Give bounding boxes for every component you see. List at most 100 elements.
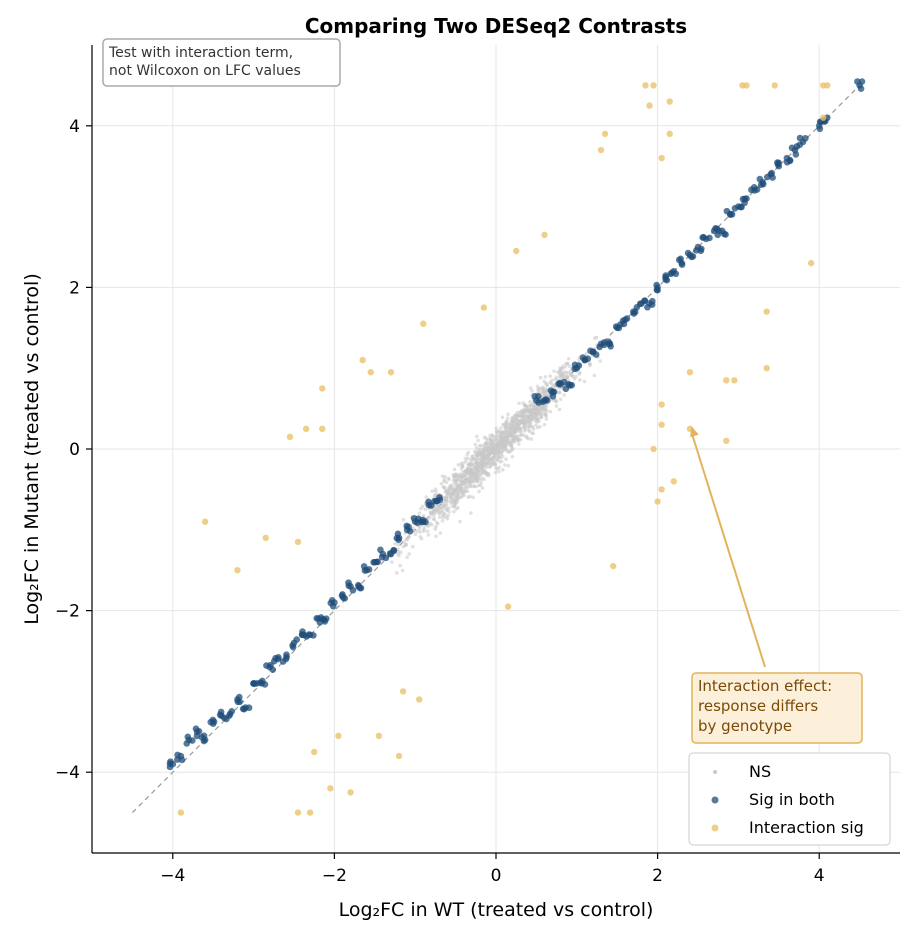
interaction-point (541, 231, 548, 239)
sig-both-point (279, 658, 287, 665)
interaction-point (420, 320, 427, 327)
ns-point (529, 409, 533, 413)
ns-point (506, 412, 510, 417)
ns-point (452, 474, 456, 479)
x-tick-label: −2 (322, 866, 347, 886)
sig-both-point (289, 642, 296, 649)
interaction-point (395, 752, 403, 760)
interaction-points (177, 82, 831, 816)
ns-point (473, 442, 478, 447)
ns-point (531, 431, 536, 436)
ns-point (549, 378, 554, 383)
ns-point (435, 508, 440, 512)
ns-point (515, 410, 519, 415)
interaction-point (743, 82, 750, 89)
ns-point (524, 414, 528, 418)
sig-both-point (174, 751, 181, 759)
interaction-point (642, 82, 649, 89)
sig-both-point (216, 711, 224, 719)
ns-point (481, 447, 485, 452)
interaction-point (771, 82, 778, 89)
ns-point (472, 457, 476, 461)
ns-point (411, 544, 415, 549)
sig-both-point (550, 388, 558, 396)
interaction-point (359, 356, 366, 364)
ns-point (438, 515, 442, 520)
ns-point (538, 375, 543, 380)
interaction-point (666, 130, 673, 138)
ns-point (448, 484, 453, 488)
interaction-point (601, 130, 609, 138)
ns-point (527, 429, 532, 434)
ns-point (481, 467, 486, 472)
sig-both-point (555, 380, 562, 388)
legend-sig-both-marker (711, 796, 719, 804)
ns-point (598, 359, 603, 363)
sig-both-point (425, 501, 433, 509)
ns-point (510, 454, 515, 459)
ns-point (594, 335, 599, 340)
ns-point (577, 372, 581, 376)
ns-point (455, 489, 460, 494)
ns-point (491, 461, 495, 466)
ns-point (499, 426, 503, 430)
ns-point (515, 435, 520, 440)
ns-point (517, 442, 521, 446)
ns-point (440, 519, 445, 523)
sig-both-point (223, 715, 230, 723)
ns-point (475, 479, 479, 484)
ns-point (445, 516, 450, 521)
interaction-point (658, 154, 665, 162)
ns-point (499, 442, 503, 447)
sig-both-point (299, 628, 306, 635)
sig-both-point (328, 596, 336, 604)
ns-point (518, 411, 522, 415)
ns-point (452, 509, 456, 514)
ns-point (457, 474, 462, 479)
ns-point (566, 356, 571, 361)
ns-point (474, 471, 479, 475)
ns-point (453, 472, 458, 476)
ns-point (452, 467, 457, 472)
sig-both-point (405, 523, 412, 531)
sig-both-point (792, 151, 800, 158)
ns-point (495, 457, 499, 461)
ns-point (484, 470, 488, 475)
interaction-point (609, 562, 617, 570)
ns-point (426, 533, 431, 537)
x-tick-label: 2 (652, 866, 663, 886)
ns-point (471, 495, 475, 500)
ns-point (491, 449, 496, 453)
ns-point (505, 416, 510, 421)
ns-point (522, 425, 527, 429)
ns-point (400, 568, 405, 573)
interaction-point (597, 146, 605, 154)
interaction-point (504, 603, 512, 610)
ns-point (474, 452, 478, 457)
ns-point (497, 429, 501, 433)
ns-point (405, 537, 410, 542)
sig-both-point (236, 698, 243, 706)
ns-point (501, 467, 505, 472)
sig-both-point (339, 594, 347, 601)
sig-both-point (756, 175, 764, 183)
sig-both-point (675, 256, 683, 264)
ns-point (447, 506, 451, 510)
legend-ns-marker (713, 770, 717, 774)
ns-point (535, 425, 540, 430)
ns-point (462, 479, 467, 484)
ns-point (421, 527, 426, 532)
sig-both-point (774, 161, 782, 168)
ns-point (543, 375, 548, 379)
sig-both-point (688, 253, 695, 261)
interaction-point (399, 688, 407, 695)
ns-point (499, 436, 503, 441)
ns-point (469, 459, 473, 463)
sig-both-point (757, 181, 765, 189)
ns-point (394, 571, 399, 575)
ns-point (568, 369, 573, 373)
ns-point (539, 414, 543, 419)
method-note-text: Test with interaction term, not Wilcoxon … (108, 45, 301, 79)
ns-point (553, 399, 558, 403)
interaction-point (723, 377, 730, 384)
